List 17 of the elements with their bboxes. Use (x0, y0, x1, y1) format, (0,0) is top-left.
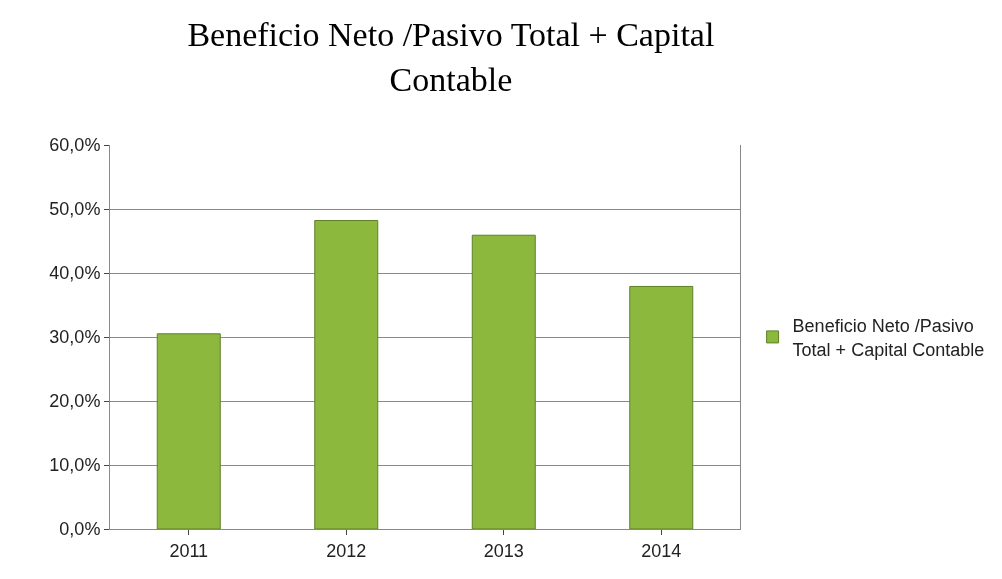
legend-label: Beneficio Neto /Pasivo Total + Capital Contable (792, 316, 985, 360)
x-tick-label: 2014 (641, 540, 682, 561)
y-tick-label: 10,0% (49, 455, 101, 476)
chart-title: Beneficio Neto /Pasivo Total + Capital Contable (187, 16, 715, 98)
bar (629, 285, 694, 529)
bar (314, 220, 379, 529)
y-tick-label: 40,0% (49, 263, 101, 284)
y-tick-label: 50,0% (49, 199, 101, 220)
y-tick-label: 0,0% (59, 519, 101, 540)
y-tick-label: 30,0% (49, 327, 101, 348)
x-tick-label: 2011 (169, 540, 209, 561)
bar (156, 333, 221, 529)
y-tick-label: 20,0% (49, 391, 101, 412)
bar (471, 234, 536, 529)
x-tick-label: 2012 (326, 540, 367, 561)
y-tick-label: 60,0% (49, 135, 101, 156)
x-tick-label: 2013 (483, 540, 524, 561)
